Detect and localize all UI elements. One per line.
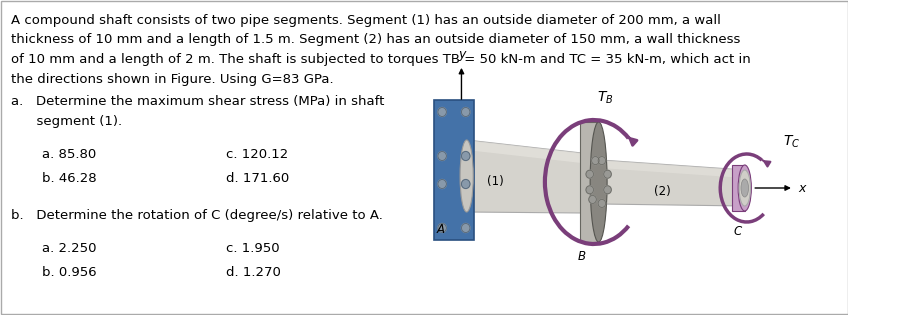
Circle shape [462,224,470,232]
Ellipse shape [739,170,751,206]
Text: b.   Determine the rotation of C (degree/s) relative to A.: b. Determine the rotation of C (degree/s… [12,209,383,222]
Text: d. 1.270: d. 1.270 [226,266,281,279]
Polygon shape [466,140,581,213]
Text: a. 85.80: a. 85.80 [42,148,96,161]
Circle shape [604,186,611,194]
Text: a.   Determine the maximum shear stress (MPa) in shaft: a. Determine the maximum shear stress (M… [12,95,384,108]
Bar [580,122,598,242]
Text: a. 2.250: a. 2.250 [42,243,97,255]
Text: C: C [734,225,742,238]
Text: c. 120.12: c. 120.12 [226,148,289,161]
Ellipse shape [460,140,473,212]
Text: c. 1.950: c. 1.950 [226,243,280,255]
Text: A compound shaft consists of two pipe segments. Segment (1) has an outside diame: A compound shaft consists of two pipe se… [12,14,721,27]
Ellipse shape [738,165,752,211]
Circle shape [591,157,599,164]
Circle shape [462,107,470,117]
Text: segment (1).: segment (1). [12,114,122,128]
Circle shape [462,152,470,161]
Text: (2): (2) [654,186,671,198]
Text: d. 171.60: d. 171.60 [226,171,290,185]
Text: b. 0.956: b. 0.956 [42,266,97,279]
Text: A: A [436,223,445,236]
Text: B: B [578,250,586,263]
Circle shape [598,157,606,164]
Circle shape [598,199,606,207]
Text: thickness of 10 mm and a length of 1.5 m. Segment (2) has an outside diameter of: thickness of 10 mm and a length of 1.5 m… [12,33,741,47]
Text: $T_B$: $T_B$ [597,89,614,106]
Circle shape [586,186,593,194]
Bar [732,165,745,211]
Polygon shape [600,160,745,178]
Ellipse shape [741,179,749,197]
Circle shape [586,170,593,178]
Text: x: x [798,182,806,196]
Text: the directions shown in Figure. Using G=83 GPa.: the directions shown in Figure. Using G=… [12,72,334,85]
Circle shape [604,170,611,178]
Circle shape [438,107,446,117]
Polygon shape [466,140,581,163]
Circle shape [438,152,446,161]
Circle shape [589,196,597,203]
Text: y: y [459,48,466,61]
Circle shape [438,180,446,188]
Text: of 10 mm and a length of 2 m. The shaft is subjected to torques TB = 50 kN-m and: of 10 mm and a length of 2 m. The shaft … [12,53,752,66]
Bar [434,100,474,240]
Text: b. 46.28: b. 46.28 [42,171,97,185]
Circle shape [462,180,470,188]
Ellipse shape [590,122,608,242]
Circle shape [438,224,446,232]
Polygon shape [600,160,745,206]
Text: $T_C$: $T_C$ [783,134,800,150]
Text: (1): (1) [488,175,504,187]
